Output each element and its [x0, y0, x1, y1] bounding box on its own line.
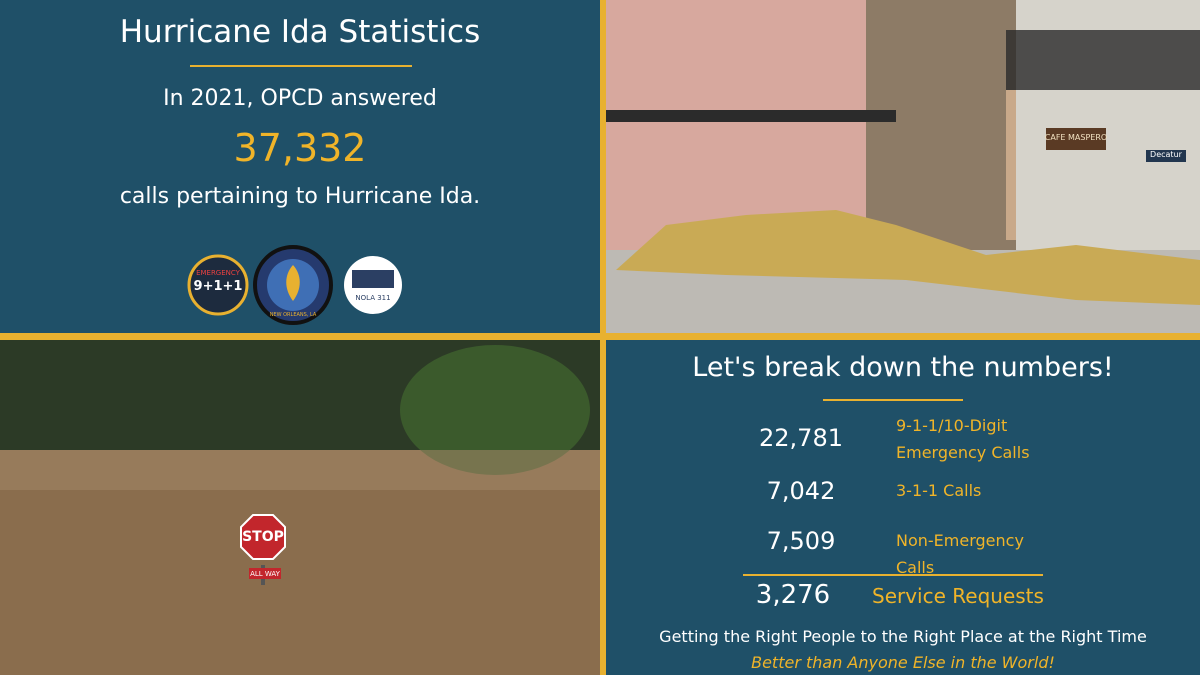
building — [866, 0, 1026, 250]
skyline — [352, 270, 394, 288]
street-sign-board — [1146, 150, 1186, 162]
total: 37,332 — [233, 126, 367, 170]
cafe-sign: CAFE MASPERO — [1045, 133, 1107, 142]
logo-text: NOLA 311 — [355, 294, 390, 302]
intro: In 2021, OPCD answered — [163, 86, 437, 111]
breakdown-title: Let's break down the numbers! — [692, 352, 1114, 383]
stop-plate — [249, 568, 281, 579]
logo-911 — [187, 254, 249, 316]
stats-panel: Hurricane Ida Statistics In 2021, OPCD a… — [0, 0, 600, 333]
street-photo: CAFE MASPERO Decatur — [606, 0, 1200, 333]
service-label: Service Requests — [872, 584, 1044, 608]
tagline: Getting the Right People to the Right Pl… — [659, 627, 1147, 646]
divider — [823, 399, 963, 401]
balcony — [606, 110, 896, 122]
row-label: Non-Emergency Calls — [896, 531, 1024, 577]
service-value: 3,276 — [755, 580, 831, 610]
logo-text: EMERGENCY — [196, 269, 241, 277]
balcony — [1006, 30, 1200, 90]
row-value: 22,781 — [759, 424, 843, 452]
outro: calls pertaining to Hurricane Ida. — [119, 184, 481, 209]
row-value: 7,042 — [766, 477, 836, 505]
breakdown-panel: Let's break down the numbers! 22,781 9-1-… — [606, 340, 1200, 675]
divider — [743, 574, 1043, 576]
stop-sign — [240, 514, 286, 560]
divider — [190, 65, 412, 67]
ripples — [0, 450, 600, 490]
street-sign: Decatur — [1150, 150, 1183, 159]
row-label: 3-1-1 Calls — [896, 481, 982, 500]
logo-text: NEW ORLEANS, LA — [270, 312, 317, 318]
stop-text: STOP — [242, 529, 284, 545]
tree — [400, 345, 590, 475]
title: Hurricane Ida Statistics — [119, 14, 481, 50]
flood-photo: STOP ALL WAY — [0, 340, 600, 675]
debris — [616, 210, 1200, 305]
logo-text: 9+1+1 — [194, 279, 243, 294]
cafe-sign-board — [1046, 128, 1106, 150]
slogan: Better than Anyone Else in the World! — [751, 653, 1055, 672]
row-label: 9-1-1/10-Digit Emergency Calls — [896, 416, 1030, 462]
fleur — [286, 265, 300, 301]
row-value: 7,509 — [766, 527, 836, 555]
logos: EMERGENCY 9+1+1 NEW ORLEANS, LA NOLA 311 — [187, 245, 402, 325]
plate-text: ALL WAY — [250, 570, 281, 578]
